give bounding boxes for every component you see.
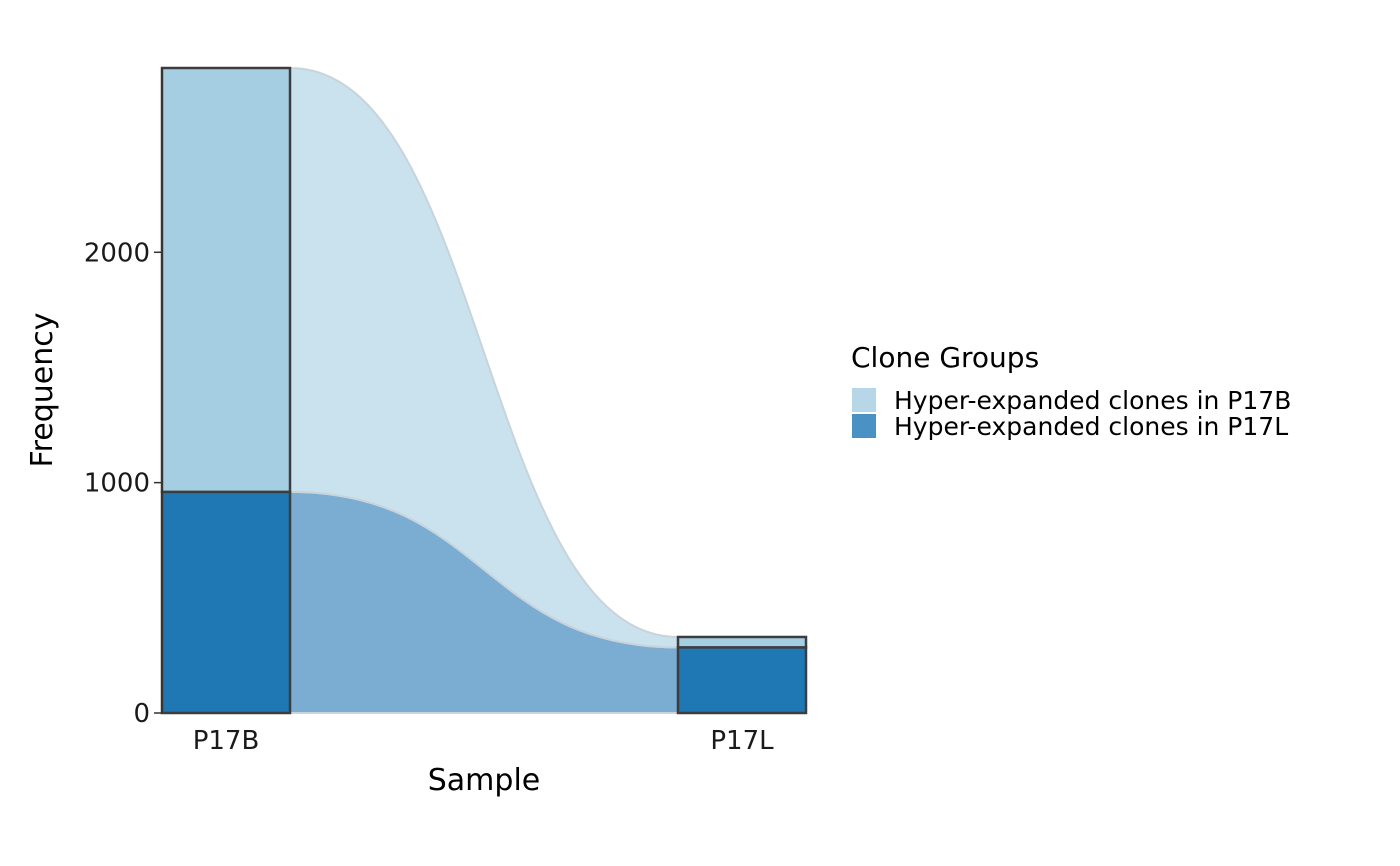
axes: 0 1000 2000 P17B P17L [84, 68, 774, 756]
bar-segment-1-1 [676, 635, 808, 649]
bar-segment-0-1 [676, 646, 808, 715]
legend-swatch-1 [852, 414, 876, 438]
bar-segment-0-0 [160, 490, 292, 715]
x-tick-label-0: P17B [193, 726, 260, 756]
y-tick-label-2: 2000 [84, 238, 150, 268]
y-tick-label-1: 1000 [84, 469, 150, 499]
flow-1-0 [289, 66, 679, 649]
legend-label-0: Hyper-expanded clones in P17B [894, 386, 1291, 415]
legend: Clone Groups Hyper-expanded clones in P1… [851, 341, 1291, 441]
legend-entries: Hyper-expanded clones in P17BHyper-expan… [852, 386, 1291, 441]
y-axis-title: Frequency [25, 313, 60, 468]
bar-segment-1-0 [160, 66, 292, 494]
x-axis-title: Sample [428, 763, 541, 798]
bars [160, 66, 808, 715]
legend-title: Clone Groups [851, 341, 1039, 374]
y-tick-label-0: 0 [133, 699, 150, 729]
legend-label-1: Hyper-expanded clones in P17L [894, 412, 1288, 441]
flows [289, 66, 679, 715]
x-tick-label-1: P17L [710, 726, 774, 756]
legend-swatch-0 [852, 388, 876, 412]
